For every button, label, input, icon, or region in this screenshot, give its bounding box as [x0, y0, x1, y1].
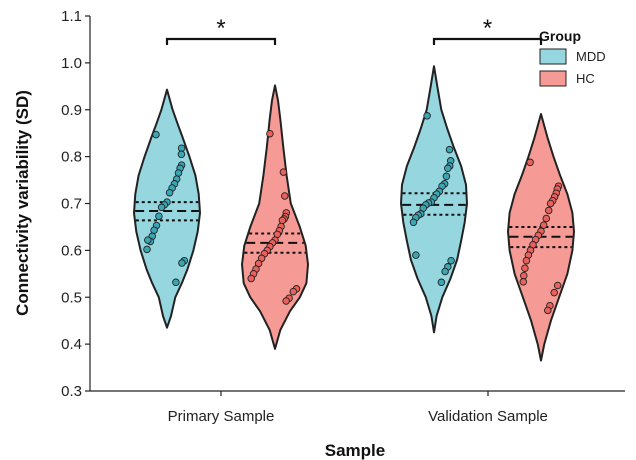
- x-axis-title: Sample: [325, 441, 385, 460]
- legend-label-hc: HC: [576, 71, 595, 86]
- significance-annotations: * *: [165, 15, 543, 45]
- violin-primary-hc: [241, 84, 309, 350]
- data-point-primary-mdd: [144, 236, 152, 244]
- data-point-validation-hc: [520, 271, 528, 280]
- data-point-primary-hc: [266, 129, 274, 138]
- data-point-primary-hc: [278, 216, 287, 225]
- y-tick-label: 0.7: [61, 196, 82, 213]
- significance-bracket: [165, 37, 277, 45]
- violin-primary-mdd: [133, 88, 201, 329]
- y-tick-label: 0.5: [61, 289, 82, 306]
- data-point-validation-mdd: [409, 218, 418, 227]
- data-point-validation-mdd: [437, 278, 446, 287]
- violins: [133, 65, 575, 362]
- data-point-primary-hc: [289, 287, 298, 296]
- significance-star: *: [216, 15, 225, 42]
- data-point-primary-mdd: [172, 278, 180, 287]
- y-tick-label: 1.1: [61, 8, 82, 25]
- data-point-validation-hc: [544, 306, 552, 315]
- data-point-primary-mdd: [152, 130, 160, 139]
- y-axis-title: Connectivity variability (SD): [13, 90, 32, 316]
- data-point-primary-mdd: [174, 169, 183, 177]
- data-point-primary-hc: [282, 297, 290, 305]
- legend-swatch-hc: [539, 70, 567, 87]
- data-point-validation-hc: [550, 288, 558, 297]
- data-point-primary-mdd: [177, 150, 186, 159]
- data-point-validation-hc: [544, 206, 553, 215]
- y-tick-label: 0.8: [61, 149, 82, 166]
- legend-label-mdd: MDD: [576, 49, 606, 64]
- y-tick-label: 0.4: [61, 336, 82, 353]
- data-point-validation-hc: [553, 281, 562, 290]
- data-point-validation-mdd: [445, 145, 454, 154]
- y-tick-label: 0.3: [61, 383, 82, 400]
- data-point-primary-mdd: [155, 212, 163, 220]
- data-point-validation-mdd: [423, 112, 431, 120]
- data-point-validation-hc: [522, 256, 531, 265]
- data-point-validation-mdd: [441, 267, 449, 276]
- data-point-primary-mdd: [150, 226, 158, 234]
- legend: Group MDD HC: [539, 28, 606, 87]
- y-tick-label: 0.6: [61, 242, 82, 259]
- data-point-primary-mdd: [165, 188, 174, 197]
- data-point-validation-hc: [519, 278, 528, 286]
- data-point-primary-mdd: [157, 203, 166, 212]
- data-point-validation-hc: [526, 158, 534, 167]
- data-point-validation-hc: [539, 221, 548, 229]
- data-point-primary-hc: [281, 192, 289, 200]
- significance-bracket: [432, 37, 543, 45]
- data-point-validation-hc: [542, 214, 551, 223]
- data-point-validation-hc: [521, 264, 529, 272]
- significance-star: *: [483, 15, 492, 42]
- axes: 0.3 0.4 0.5 0.6 0.7 0.8 0.9 1.0 1.1 Primary Sampl…: [61, 8, 625, 425]
- y-tick-label: 1.0: [61, 55, 82, 72]
- data-point-validation-mdd: [444, 164, 452, 173]
- legend-swatch-mdd: [539, 48, 567, 65]
- data-point-primary-mdd: [178, 259, 186, 267]
- x-tick-label: Primary Sample: [168, 408, 275, 425]
- data-point-primary-mdd: [143, 245, 151, 254]
- legend-title: Group: [539, 28, 581, 44]
- data-point-validation-mdd: [442, 172, 451, 181]
- data-point-primary-hc: [279, 168, 288, 176]
- data-point-validation-mdd: [447, 256, 455, 265]
- x-tick-label: Validation Sample: [428, 408, 548, 425]
- y-tick-label: 0.9: [61, 102, 82, 119]
- data-point-primary-hc: [247, 274, 255, 283]
- data-point-primary-mdd: [177, 144, 186, 152]
- data-point-validation-mdd: [412, 251, 420, 259]
- data-point-validation-hc: [546, 199, 555, 208]
